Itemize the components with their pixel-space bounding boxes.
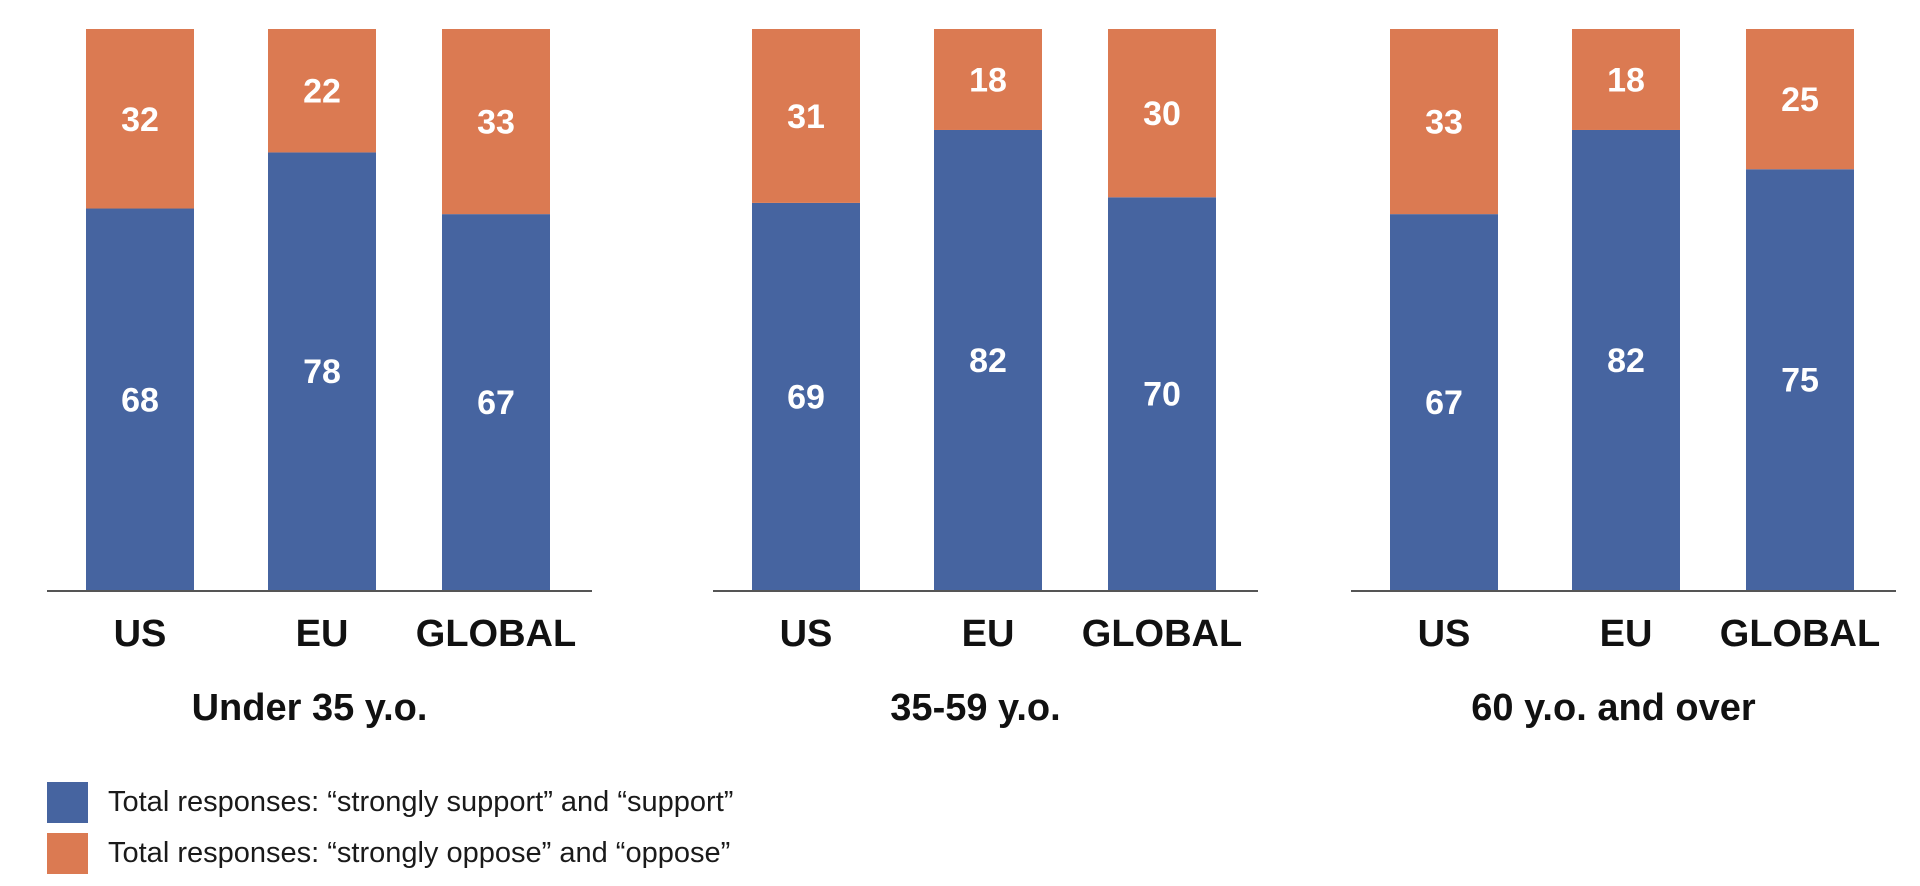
data-label-support-g1-us: 68 (121, 381, 159, 419)
legend-item-oppose: Total responses: “strongly oppose” and “… (47, 833, 733, 874)
bar-oppose-g3-global (1746, 29, 1854, 170)
bar-oppose-g3-eu (1572, 29, 1680, 130)
data-label-support-g2-eu: 82 (969, 342, 1007, 380)
bar-support-g1-eu (268, 152, 376, 591)
bar-support-g2-global (1108, 197, 1216, 591)
bar-support-g2-us (752, 202, 860, 590)
group-title-g1: Under 35 y.o. (192, 687, 428, 729)
tick-label-g2-global: GLOBAL (1082, 613, 1242, 655)
data-label-oppose-g3-global: 25 (1781, 81, 1819, 119)
bar-support-g3-eu (1572, 129, 1680, 591)
data-label-support-g2-us: 69 (787, 378, 825, 416)
legend-label-oppose: Total responses: “strongly oppose” and “… (108, 837, 731, 869)
bar-support-g3-global (1746, 169, 1854, 590)
tick-label-g1-eu: EU (296, 613, 349, 655)
bar-oppose-g3-us (1390, 29, 1498, 215)
group-title-g3: 60 y.o. and over (1471, 687, 1756, 729)
data-label-oppose-g2-us: 31 (787, 98, 825, 136)
chart-group-2: 69 31 US 82 18 EU 70 30 GLOBAL 35-59 y.o. (713, 29, 1258, 729)
data-label-support-g3-eu: 82 (1607, 342, 1645, 380)
data-label-oppose-g1-global: 33 (477, 104, 515, 142)
tick-label-g1-global: GLOBAL (416, 613, 576, 655)
bar-support-g3-us (1390, 214, 1498, 590)
bar-support-g1-us (86, 208, 194, 590)
tick-label-g3-us: US (1418, 613, 1471, 655)
tick-label-g3-global: GLOBAL (1720, 613, 1880, 655)
tick-label-g1-us: US (114, 613, 167, 655)
data-label-oppose-g2-eu: 18 (969, 61, 1007, 99)
data-label-support-g1-eu: 78 (303, 353, 341, 391)
bar-oppose-g2-us (752, 29, 860, 203)
data-label-oppose-g3-us: 33 (1425, 104, 1463, 142)
data-label-support-g3-global: 75 (1781, 362, 1819, 400)
bar-support-g2-eu (934, 129, 1042, 591)
stacked-bar-chart: 68 32 US 78 22 EU 67 33 GLOBAL Under 35 y.o. 69 31 U… (47, 29, 1896, 729)
data-label-oppose-g1-eu: 22 (303, 73, 341, 111)
data-label-oppose-g3-eu: 18 (1607, 61, 1645, 99)
bar-oppose-g2-global (1108, 29, 1216, 198)
legend: Total responses: “strongly support” and … (47, 782, 733, 884)
data-label-oppose-g2-global: 30 (1143, 95, 1181, 133)
tick-label-g2-us: US (780, 613, 833, 655)
chart-group-3: 67 33 US 82 18 EU 75 25 GLOBAL 60 y.o. and over (1351, 29, 1896, 729)
bar-support-g1-global (442, 214, 550, 590)
data-label-oppose-g1-us: 32 (121, 101, 159, 139)
group-title-g2: 35-59 y.o. (890, 687, 1060, 729)
bar-oppose-g2-eu (934, 29, 1042, 130)
bar-oppose-g1-global (442, 29, 550, 215)
legend-label-support: Total responses: “strongly support” and … (108, 786, 734, 818)
bar-oppose-g1-eu (268, 29, 376, 153)
tick-label-g2-eu: EU (962, 613, 1015, 655)
data-label-support-g1-global: 67 (477, 384, 515, 422)
data-label-support-g3-us: 67 (1425, 384, 1463, 422)
legend-swatch-support (47, 782, 88, 823)
tick-label-g3-eu: EU (1600, 613, 1653, 655)
bar-oppose-g1-us (86, 29, 194, 209)
chart-group-1: 68 32 US 78 22 EU 67 33 GLOBAL Under 35 y.o. (47, 29, 592, 729)
legend-item-support: Total responses: “strongly support” and … (47, 782, 733, 823)
legend-swatch-oppose (47, 833, 88, 874)
data-label-support-g2-global: 70 (1143, 376, 1181, 414)
